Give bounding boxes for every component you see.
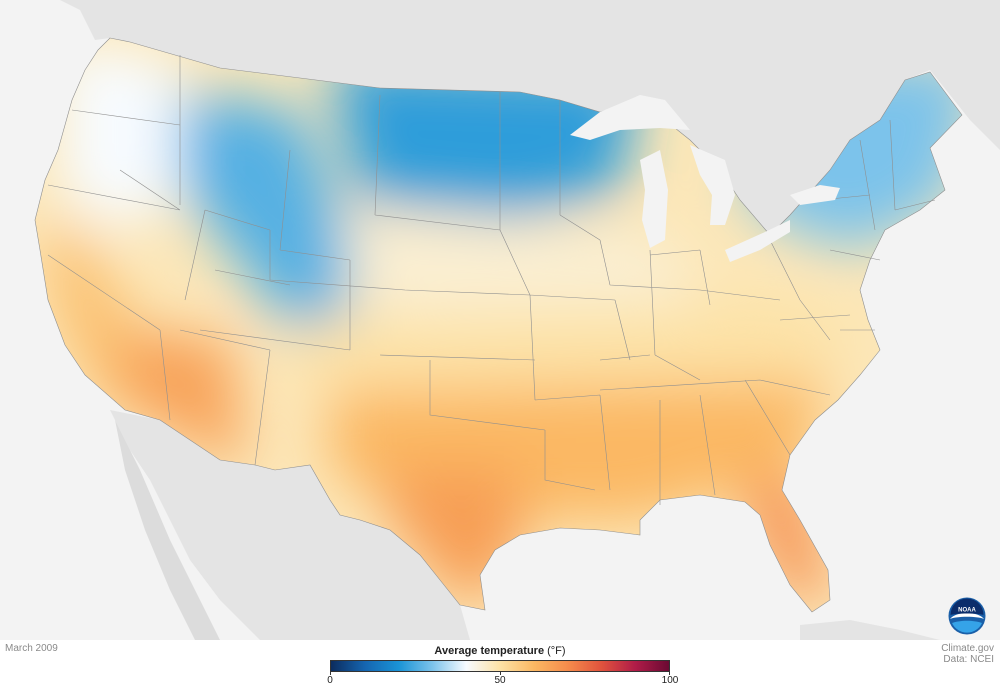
date-label: March 2009 [5,643,58,654]
southwest-desert-zone [120,330,245,470]
surrounding-land [60,0,1000,640]
canada-land [60,0,1000,235]
legend-tick-mark [330,671,331,675]
central-mild-zone [340,215,700,320]
lake-ontario [790,185,840,205]
credit-data: Data: NCEI [943,654,994,665]
legend-tick-label: 50 [494,675,506,686]
temperature-map [34,0,1000,640]
border-lines [47,55,936,505]
legend-tick-label: 0 [327,675,333,686]
credit-source: Climate.gov [941,643,994,654]
noaa-logo: NOAA [948,597,986,635]
central-neutral-zone [300,300,860,380]
footer: March 2009 Average temperature (°F) 0 50 1… [0,640,1000,690]
baja-land [115,420,220,640]
lake-erie [725,220,790,262]
legend-title: Average temperature (°F) [330,645,670,657]
mexico-land [110,410,470,640]
state-borders [34,37,963,613]
lake-michigan [640,150,668,248]
legend-tick-label: 100 [661,675,679,686]
map-panel: NOAA [0,0,1000,640]
noaa-logo-text: NOAA [958,608,976,614]
florida-hot-zone [740,480,830,600]
rockies-cold-zone [170,90,350,340]
lake-huron [690,145,735,225]
legend-unit: (°F) [547,645,566,657]
legend-tick-mark [500,671,501,675]
pacific-nw-zone [60,40,180,230]
credit-block: Climate.gov Data: NCEI [941,643,994,665]
great-lakes [570,95,840,262]
cuba-land [800,620,940,640]
lake-superior [570,95,690,140]
legend-tick-mark [669,671,670,675]
legend-title-text: Average temperature [434,645,545,657]
us-outline [34,37,963,613]
